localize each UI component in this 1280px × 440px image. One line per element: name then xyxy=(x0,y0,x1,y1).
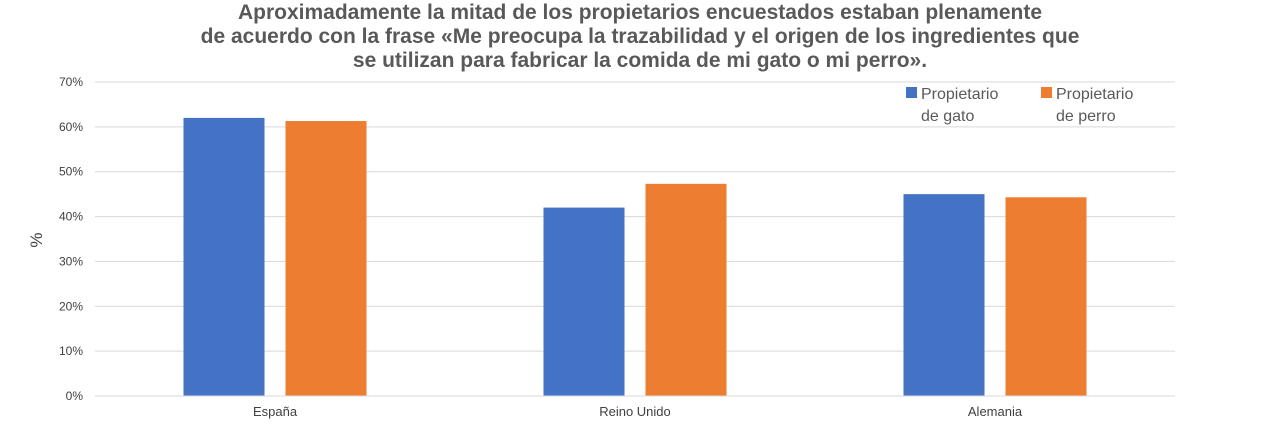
legend-label-cat-owner-line-2: de gato xyxy=(921,108,974,125)
y-tick-label: 10% xyxy=(59,344,83,358)
legend-swatch-dog-owner xyxy=(1041,87,1052,98)
y-tick-label: 60% xyxy=(59,120,83,134)
y-axis-label: % xyxy=(27,232,46,247)
chart-title: Aproximadamente la mitad de los propieta… xyxy=(0,0,1280,73)
bar-cat-owner xyxy=(543,207,625,396)
y-tick-label: 50% xyxy=(59,165,83,179)
bar-cat-owner xyxy=(903,194,985,396)
chart-title-line-1: Aproximadamente la mitad de los propieta… xyxy=(237,1,1043,24)
legend-swatch-cat-owner xyxy=(906,87,917,98)
legend-label-cat-owner-line-1: Propietario xyxy=(921,86,998,103)
gridlines xyxy=(95,81,1175,352)
y-tick-label: 70% xyxy=(59,75,83,89)
legend: Propietario de gato Propietario de perro xyxy=(906,86,1133,125)
chart-title-line-3: se utilizan para fabricar la comida de m… xyxy=(352,49,928,72)
bar-dog-owner xyxy=(1005,197,1087,396)
x-tick-label: Reino Unido xyxy=(599,404,671,419)
legend-label-dog-owner-line-2: de perro xyxy=(1056,108,1116,125)
y-tick-label: 30% xyxy=(59,254,83,268)
y-tick-label: 40% xyxy=(59,210,83,224)
legend-label-dog-owner-line-1: Propietario xyxy=(1056,86,1133,103)
bar-dog-owner xyxy=(285,121,367,397)
y-tick-label: 0% xyxy=(66,389,84,403)
y-axis-ticks: 0% 10% 20% 30% 40% 50% 60% 70% xyxy=(59,75,83,403)
x-tick-label: Alemania xyxy=(968,404,1023,419)
bar-cat-owner xyxy=(183,117,265,396)
bar-dog-owner xyxy=(645,183,727,396)
x-tick-label: España xyxy=(253,404,298,419)
chart-title-line-2: de acuerdo con la frase «Me preocupa la … xyxy=(200,25,1080,48)
bars xyxy=(183,117,1087,397)
y-tick-label: 20% xyxy=(59,299,83,313)
x-axis-ticks: España Reino Unido Alemania xyxy=(253,404,1023,419)
